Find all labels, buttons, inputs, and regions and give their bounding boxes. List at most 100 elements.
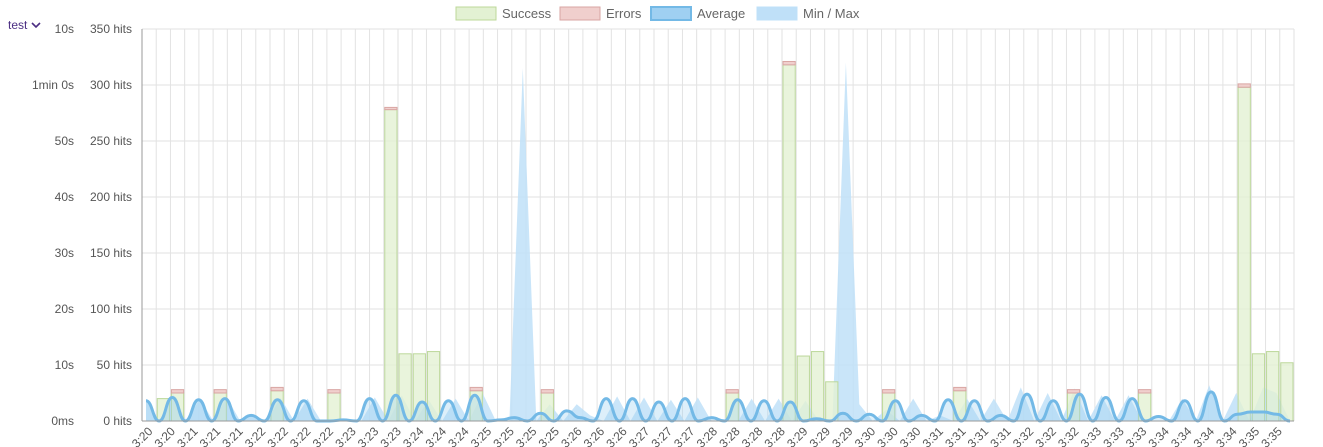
x-tick-label: 3:26: [558, 424, 585, 447]
x-tick-label: 3:28: [761, 424, 788, 447]
x-tick-label: 3:29: [807, 424, 834, 447]
x-tick-label: 3:26: [603, 424, 630, 447]
y-left-tick-label: 20s: [55, 302, 74, 316]
x-tick-label: 3:25: [490, 424, 517, 447]
x-tick-label: 3:27: [626, 424, 653, 447]
y-right-tick-label: 150 hits: [90, 246, 132, 260]
x-tick-label: 3:34: [1191, 424, 1218, 447]
x-tick-label: 3:21: [174, 424, 201, 447]
x-tick-label: 3:28: [716, 424, 743, 447]
series-dropdown-label: test: [8, 18, 28, 32]
x-tick-label: 3:34: [1213, 424, 1240, 447]
success-bar: [782, 64, 796, 422]
legend-swatch: [455, 6, 497, 21]
x-tick-label: 3:29: [829, 424, 856, 447]
y-right-tick-label: 200 hits: [90, 190, 132, 204]
y-right-tick-label: 250 hits: [90, 134, 132, 148]
min-max-area-shape: [146, 62, 1290, 421]
x-tick-label: 3:35: [1236, 424, 1263, 447]
error-bar: [1237, 83, 1251, 88]
x-tick-label: 3:22: [242, 424, 269, 447]
x-tick-label: 3:25: [468, 424, 495, 447]
x-tick-label: 3:32: [1055, 424, 1082, 447]
success-bar: [1237, 86, 1251, 422]
x-tick-label: 3:30: [874, 424, 901, 447]
x-tick-label: 3:22: [287, 424, 314, 447]
x-tick-label: 3:33: [1100, 424, 1127, 447]
x-tick-label: 3:25: [536, 424, 563, 447]
x-tick-label: 3:24: [445, 424, 472, 447]
x-tick-label: 3:30: [852, 424, 879, 447]
error-bar: [327, 389, 341, 394]
error-bar: [469, 386, 483, 392]
x-tick-label: 3:20: [152, 424, 179, 447]
x-tick-label: 3:24: [400, 424, 427, 447]
y-left-tick-label: 50s: [55, 134, 74, 148]
y-right-tick-label: 100 hits: [90, 302, 132, 316]
x-tick-label: 3:27: [671, 424, 698, 447]
error-bar: [384, 106, 398, 111]
y-left-tick-label: 30s: [55, 246, 74, 260]
x-tick-label: 3:26: [581, 424, 608, 447]
x-tick-label: 3:32: [1010, 424, 1037, 447]
legend-label: Average: [697, 6, 745, 21]
chart-legend[interactable]: Success Errors Average Min / Max: [455, 6, 860, 21]
y-right-tick-label: 0 hits: [103, 414, 132, 428]
x-tick-label: 3:28: [739, 424, 766, 447]
average-line: [145, 390, 1291, 423]
x-tick-label: 3:33: [1123, 424, 1150, 447]
x-tick-label: 3:21: [219, 424, 246, 447]
chart-grid: [141, 28, 1295, 422]
series-dropdown[interactable]: test: [8, 18, 44, 32]
x-tick-label: 3:29: [784, 424, 811, 447]
x-tick-label: 3:23: [377, 424, 404, 447]
x-tick-label: 3:31: [987, 424, 1014, 447]
y-left-tick-label: 10s: [55, 22, 74, 36]
x-tick-label: 3:23: [355, 424, 382, 447]
success-bar: [810, 351, 825, 422]
success-bar: [825, 381, 839, 422]
success-bar: [1266, 351, 1280, 422]
legend-label: Errors: [606, 6, 642, 21]
legend-swatch: [650, 6, 692, 21]
legend-label: Min / Max: [803, 6, 860, 21]
y-left-tick-label: 40s: [55, 190, 74, 204]
x-tick-label: 3:35: [1258, 424, 1285, 447]
x-tick-label: 3:31: [965, 424, 992, 447]
success-bar: [384, 109, 398, 422]
x-tick-label: 3:23: [332, 424, 359, 447]
legend-swatch: [559, 6, 601, 21]
error-bar: [953, 386, 967, 392]
hits-bars: [156, 60, 1294, 422]
error-bar: [1066, 389, 1081, 394]
success-bar: [796, 355, 810, 422]
x-tick-label: 3:27: [649, 424, 676, 447]
x-tick-label: 3:21: [197, 424, 224, 447]
x-tick-label: 3:34: [1145, 424, 1172, 447]
x-tick-label: 3:20: [129, 424, 156, 447]
success-bar: [327, 392, 341, 422]
x-tick-label: 3:33: [1078, 424, 1105, 447]
legend-label: Success: [502, 6, 552, 21]
y-right-tick-label: 300 hits: [90, 78, 132, 92]
x-tick-label: 3:31: [942, 424, 969, 447]
y-left-tick-label: 10s: [55, 358, 74, 372]
y-right-tick-label: 350 hits: [90, 22, 132, 36]
error-bar: [270, 386, 284, 392]
min-max-area: [146, 62, 1290, 421]
error-bar: [540, 389, 554, 394]
x-tick-label: 3:31: [920, 424, 947, 447]
chevron-down-icon: [31, 22, 41, 29]
y-right-tick-label: 50 hits: [97, 358, 132, 372]
x-tick-label: 3:32: [1033, 424, 1060, 447]
error-bar: [1138, 389, 1152, 394]
success-bar: [1280, 362, 1294, 422]
y-left-tick-label: 1min 0s: [32, 78, 74, 92]
x-tick-label: 3:28: [694, 424, 721, 447]
chart-axes: 0ms 10s 20s 30s 40s 50s 1min 0s 10s 0 hits 50 hit…: [32, 22, 1294, 447]
x-tick-label: 3:34: [1168, 424, 1195, 447]
legend-swatch: [756, 6, 798, 21]
error-bar: [725, 389, 739, 394]
x-tick-label: 3:25: [513, 424, 540, 447]
